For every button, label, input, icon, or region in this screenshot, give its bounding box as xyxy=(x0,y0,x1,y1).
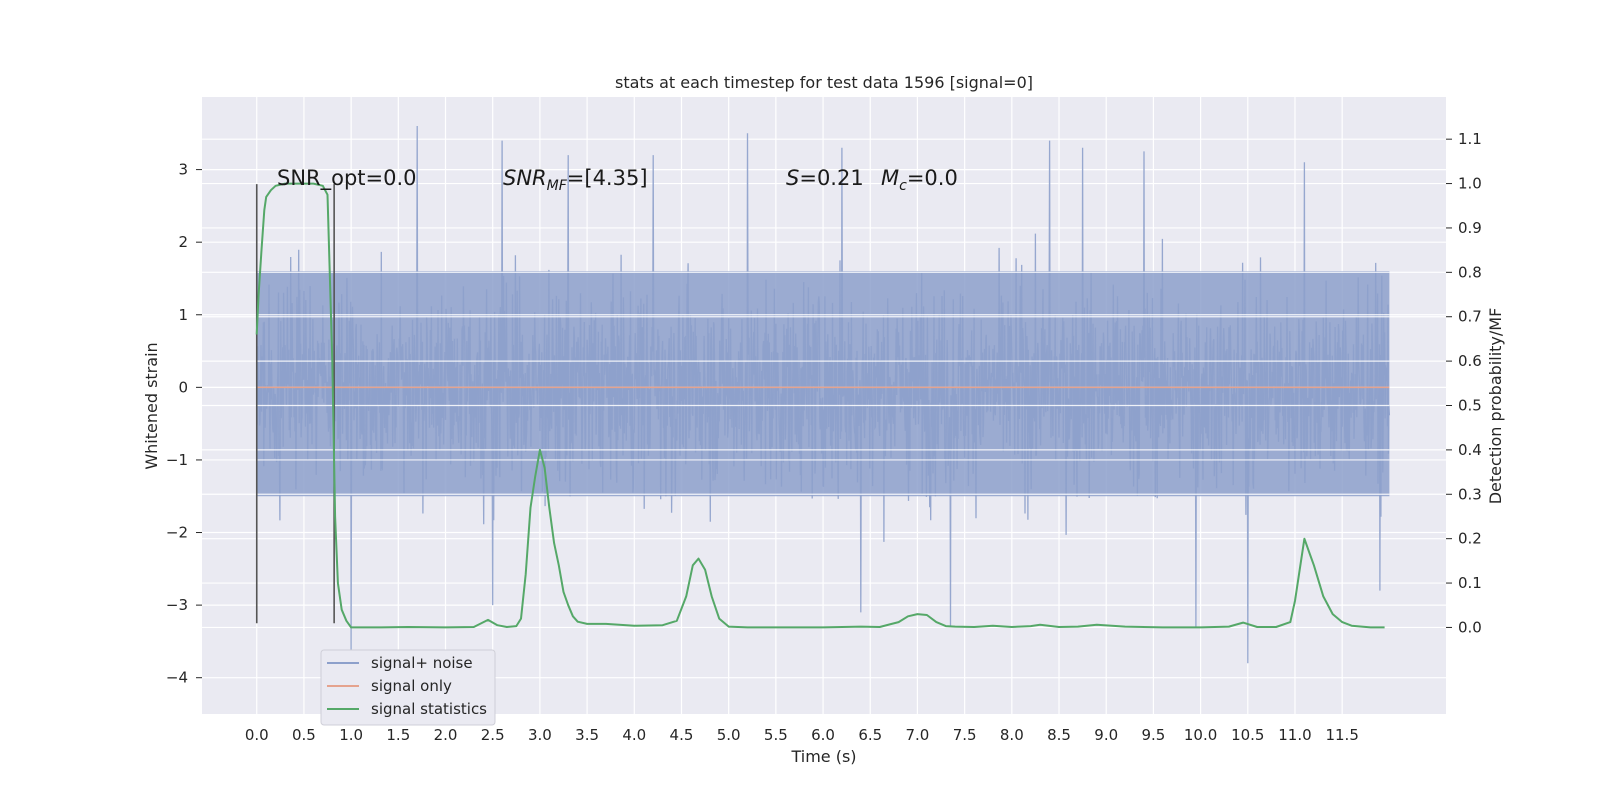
y-right-tick-label: 1.1 xyxy=(1458,130,1482,148)
x-tick-label: 5.5 xyxy=(764,726,788,744)
signal-noise-series xyxy=(256,125,1391,664)
chart-title: stats at each timestep for test data 159… xyxy=(615,73,1033,92)
x-tick-label: 5.0 xyxy=(717,726,741,744)
annotation-mc-value: =0.0 xyxy=(907,166,958,190)
x-tick-label: 4.0 xyxy=(622,726,646,744)
annotation-s: S=0.21 xyxy=(786,166,864,190)
x-tick-label: 1.5 xyxy=(386,726,410,744)
annotation-snr-mf-base: SNR xyxy=(503,166,547,190)
x-tick-label: 7.5 xyxy=(953,726,977,744)
annotation-snr-opt: SNR_opt=0.0 xyxy=(277,166,417,191)
y-left-tick-label: −4 xyxy=(166,669,188,687)
legend-box xyxy=(320,649,496,726)
legend-label-signal-noise: signal+ noise xyxy=(371,654,473,672)
x-tick-label: 10.0 xyxy=(1184,726,1217,744)
x-tick-label: 11.5 xyxy=(1325,726,1358,744)
y-right-tick-label: 0.7 xyxy=(1458,308,1482,326)
x-tick-label: 10.5 xyxy=(1231,726,1264,744)
y-axis-label-left: Whitened strain xyxy=(142,342,161,469)
legend-label-signal-statistics: signal statistics xyxy=(371,700,487,718)
y-axis-label-right: Detection probability/MF xyxy=(1486,308,1505,505)
x-tick-label: 9.0 xyxy=(1094,726,1118,744)
annotation-s-value: =0.21 xyxy=(799,166,863,190)
y-right-tick-label: 0.8 xyxy=(1458,263,1482,281)
signal-statistics-series xyxy=(255,182,1385,629)
annotation-snr-mf: SNRMF=[4.35] xyxy=(503,166,648,194)
x-tick-label: 6.0 xyxy=(811,726,835,744)
y-right-tick-label: 0.6 xyxy=(1458,352,1482,370)
y-right-tick-label: 0.2 xyxy=(1458,530,1482,548)
annotation-mc-sub: c xyxy=(899,178,907,194)
y-right-tick-label: 1.0 xyxy=(1458,175,1482,193)
vertical-markers xyxy=(255,184,335,624)
y-left-tick-label: 1 xyxy=(178,306,188,324)
x-tick-label: 7.0 xyxy=(906,726,930,744)
y-left-tick-label: −1 xyxy=(166,451,188,469)
tick-labels: 0.0 0.5 1.0 1.5 2.0 2.5 3.0 3.5 4.0 4.5 5.0 5.5 6.0 6… xyxy=(166,130,1482,744)
x-tick-label: 2.0 xyxy=(434,726,458,744)
x-tick-label: 3.5 xyxy=(575,726,599,744)
x-tick-label: 2.5 xyxy=(481,726,505,744)
annotation-mc: Mc=0.0 xyxy=(881,166,958,194)
x-tick-label: 6.5 xyxy=(858,726,882,744)
y-left-tick-label: 0 xyxy=(178,378,188,396)
legend-label-signal-only: signal only xyxy=(371,677,452,695)
x-tick-label: 1.0 xyxy=(339,726,363,744)
y-left-tick-label: 3 xyxy=(178,161,188,179)
x-tick-label: 0.0 xyxy=(245,726,269,744)
annotation-mc-base: M xyxy=(881,166,899,190)
y-right-tick-label: 0.0 xyxy=(1458,618,1482,636)
x-tick-label: 4.5 xyxy=(670,726,694,744)
y-right-tick-label: 0.4 xyxy=(1458,441,1482,459)
annotation-snr-mf-sub: MF xyxy=(547,178,568,194)
legend: signal+ noise signal only signal statist… xyxy=(320,649,496,726)
y-left-tick-label: −2 xyxy=(166,524,188,542)
y-right-tick-label: 0.1 xyxy=(1458,574,1482,592)
x-tick-label: 8.5 xyxy=(1047,726,1071,744)
y-right-tick-label: 0.5 xyxy=(1458,397,1482,415)
annotation-s-symbol: S xyxy=(786,166,799,190)
y-right-tick-label: 0.3 xyxy=(1458,485,1482,503)
x-tick-label: 3.0 xyxy=(528,726,552,744)
y-right-tick-label: 0.9 xyxy=(1458,219,1482,237)
x-axis-label: Time (s) xyxy=(790,747,856,766)
x-tick-label: 8.0 xyxy=(1000,726,1024,744)
signal-statistics-line xyxy=(255,182,1385,629)
x-tick-label: 11.0 xyxy=(1278,726,1311,744)
y-left-tick-label: 2 xyxy=(178,233,188,251)
annotations: SNR_opt=0.0 SNRMF=[4.35] S=0.21 Mc=0.0 xyxy=(277,166,958,194)
x-tick-label: 9.5 xyxy=(1141,726,1165,744)
y-left-tick-label: −3 xyxy=(166,596,188,614)
annotation-snr-mf-value: =[4.35] xyxy=(567,166,648,190)
x-tick-label: 0.5 xyxy=(292,726,316,744)
signal-noise-line xyxy=(256,125,1391,664)
